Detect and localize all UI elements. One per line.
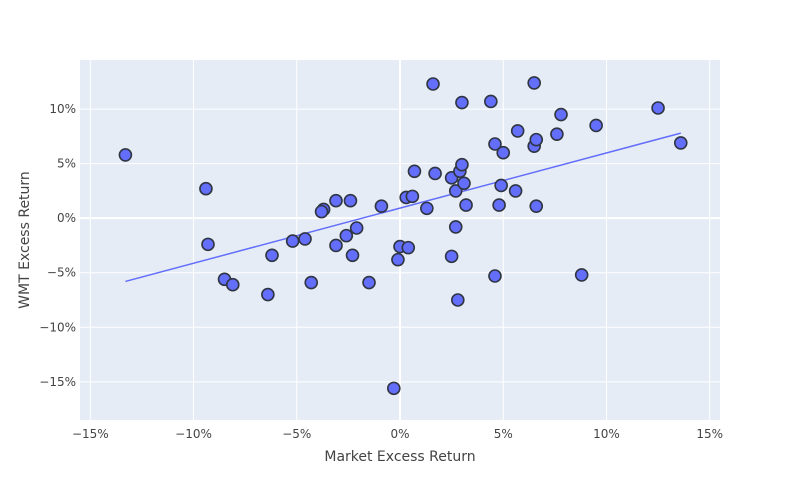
data-point: [387, 381, 401, 396]
data-point: [225, 277, 240, 292]
data-point: [673, 136, 688, 150]
data-point: [457, 176, 471, 191]
data-point: [529, 132, 544, 147]
data-point: [118, 148, 133, 162]
y-tick-label: 10%: [49, 102, 76, 116]
data-point: [510, 124, 525, 138]
data-point: [550, 127, 564, 141]
data-point: [459, 198, 473, 212]
data-point: [329, 193, 343, 208]
data-point: [574, 268, 589, 282]
x-tick-label: −15%: [72, 427, 109, 441]
data-point: [304, 275, 319, 290]
data-point: [405, 189, 420, 204]
data-point: [265, 248, 279, 263]
data-point: [589, 118, 603, 133]
data-point: [401, 240, 416, 255]
data-point: [651, 101, 665, 115]
data-points: [118, 76, 688, 396]
trend-line: [125, 132, 681, 283]
data-point: [426, 77, 440, 91]
data-point: [201, 237, 215, 252]
data-point: [428, 166, 442, 181]
x-axis-ticks: −15% −10% −5% 0% 5% 10% 15%: [72, 427, 723, 441]
data-point: [199, 181, 213, 196]
y-tick-label: −5%: [47, 266, 76, 280]
data-point: [444, 249, 459, 264]
data-point: [345, 248, 360, 263]
data-point: [529, 199, 544, 213]
data-point: [455, 95, 469, 110]
data-point: [314, 204, 329, 219]
x-tick-label: 0%: [390, 427, 409, 441]
y-tick-label: −15%: [39, 375, 76, 389]
data-point: [488, 137, 502, 151]
data-point: [420, 201, 434, 216]
y-axis-ticks: −15% −10% −5% 0% 5% 10%: [39, 102, 76, 389]
data-point: [391, 252, 405, 267]
data-point: [329, 238, 343, 253]
data-point: [448, 184, 463, 198]
y-tick-label: −10%: [39, 320, 76, 334]
y-gridlines: [80, 108, 720, 383]
data-point: [374, 199, 389, 213]
data-point: [349, 221, 364, 235]
data-point: [496, 145, 511, 160]
data-point: [484, 94, 498, 109]
data-point: [494, 178, 508, 193]
data-point: [488, 269, 502, 283]
x-tick-label: 10%: [593, 427, 620, 441]
data-point: [492, 198, 506, 212]
x-axis-title: Market Excess Return: [324, 449, 475, 465]
y-tick-label: 0%: [57, 211, 76, 225]
trend-line-group: [125, 132, 681, 283]
data-point: [285, 234, 300, 248]
data-point: [554, 107, 568, 122]
x-tick-label: −5%: [282, 427, 311, 441]
data-point: [298, 232, 312, 246]
data-point: [455, 157, 469, 172]
data-point: [339, 228, 354, 243]
data-point: [343, 193, 358, 208]
data-point: [451, 293, 465, 307]
x-tick-label: 15%: [696, 427, 723, 441]
data-point: [362, 275, 376, 290]
y-axis-title: WMT Excess Return: [17, 171, 33, 309]
y-tick-label: 5%: [57, 157, 76, 171]
data-point: [527, 76, 541, 90]
data-point: [407, 164, 422, 179]
data-point: [448, 220, 463, 234]
data-point: [508, 184, 523, 198]
x-tick-label: 5%: [494, 427, 513, 441]
data-point: [261, 287, 275, 302]
x-tick-label: −10%: [175, 427, 212, 441]
